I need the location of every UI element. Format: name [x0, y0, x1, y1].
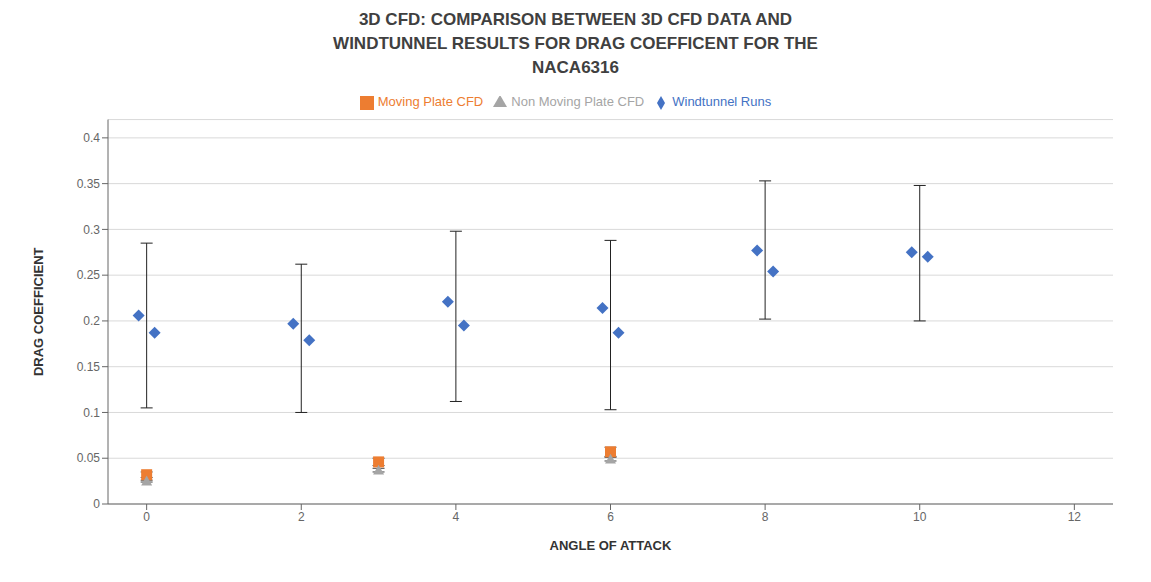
svg-text:0: 0 [93, 497, 100, 511]
html-text:Non Moving Plate CFD: Non Moving Plate CFD [511, 94, 645, 109]
svg-text:DRAG COEFFICIENT: DRAG COEFFICIENT [31, 247, 46, 376]
svg-text:12: 12 [1068, 510, 1082, 524]
svg-text:0.3: 0.3 [83, 223, 100, 237]
svg-text:0.35: 0.35 [77, 177, 101, 191]
svg-text:0.1: 0.1 [83, 406, 100, 420]
svg-text:0.15: 0.15 [77, 360, 101, 374]
svg-text:2: 2 [298, 510, 305, 524]
svg-text:0.4: 0.4 [83, 131, 100, 145]
svg-text:0.25: 0.25 [77, 268, 101, 282]
svg-text:4: 4 [453, 510, 460, 524]
svg-text:6: 6 [607, 510, 614, 524]
html-text:Moving Plate CFD: Moving Plate CFD [377, 94, 484, 109]
svg-text:0.05: 0.05 [77, 451, 101, 465]
svg-text:10: 10 [913, 510, 927, 524]
html-text:Windtunnel Runs: Windtunnel Runs [672, 94, 772, 109]
svg-text:0.2: 0.2 [83, 314, 100, 328]
svg-text:8: 8 [762, 510, 769, 524]
html-text:3D CFD: COMPARISON BETWEEN 3D: 3D CFD: COMPARISON BETWEEN 3D CFD DATA A… [333, 10, 818, 77]
svg-text:ANGLE OF ATTACK: ANGLE OF ATTACK [550, 538, 672, 553]
svg-text:0: 0 [143, 510, 150, 524]
